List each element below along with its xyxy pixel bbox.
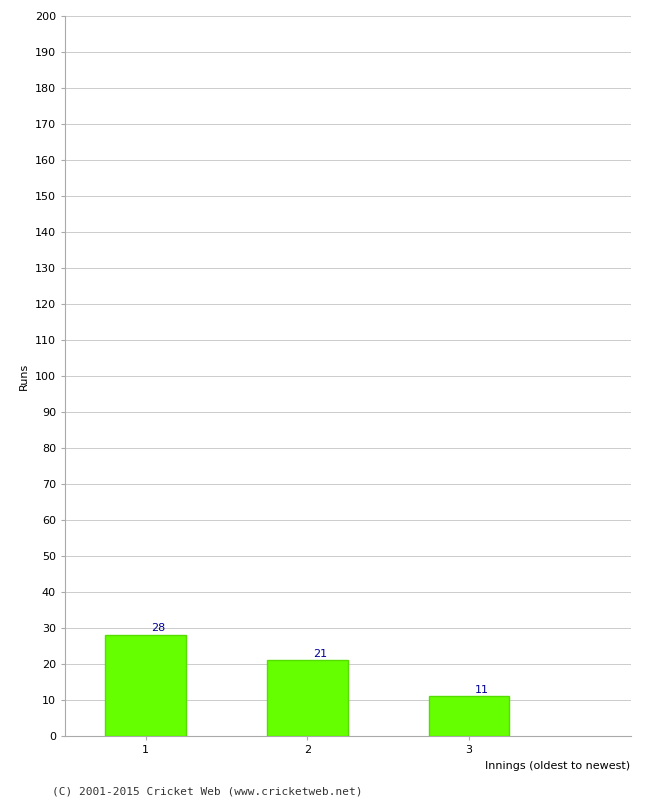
Text: 11: 11 (475, 685, 489, 694)
Text: (C) 2001-2015 Cricket Web (www.cricketweb.net): (C) 2001-2015 Cricket Web (www.cricketwe… (52, 786, 363, 796)
Text: 21: 21 (313, 649, 328, 658)
Text: 28: 28 (151, 623, 166, 634)
Bar (428, 696, 510, 736)
Bar (105, 635, 186, 736)
Bar (267, 661, 348, 736)
Y-axis label: Runs: Runs (20, 362, 29, 390)
X-axis label: Innings (oldest to newest): Innings (oldest to newest) (486, 761, 630, 770)
